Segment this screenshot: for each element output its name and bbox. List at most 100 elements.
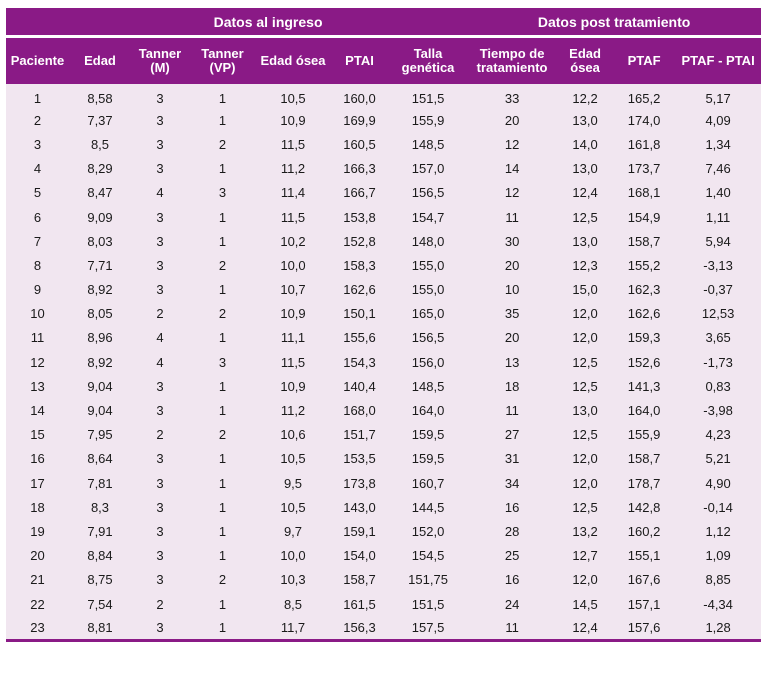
cell-talla-genetica: 164,0 (389, 398, 468, 423)
cell-edad-osea: 11,4 (256, 180, 330, 205)
cell-ptaf: 155,9 (613, 422, 676, 447)
cell-tiempo-tratamiento: 25 (467, 543, 558, 568)
cell-ptai: 154,0 (330, 543, 389, 568)
table-row: 3 8,5 3 2 11,5 160,5 148,5 12 14,0 161,8 1,34 (6, 132, 762, 157)
cell-tiempo-tratamiento: 34 (467, 471, 558, 496)
cell-ptaf-minus-ptai: 7,46 (675, 156, 762, 181)
table-body: 1 8,58 3 1 10,5 160,0 151,5 33 12,2 165,2 5,17 2 7,3… (6, 84, 762, 642)
cell-ptaf-minus-ptai: 5,17 (675, 84, 762, 109)
cell-ptai: 173,8 (330, 471, 389, 496)
group-header-post: Datos post tratamiento (467, 8, 762, 37)
cell-ptaf-minus-ptai: 3,65 (675, 325, 762, 351)
cell-tiempo-tratamiento: 11 (467, 204, 558, 230)
cell-edad-osea: 10,6 (256, 422, 330, 447)
cell-edad: 8,3 (69, 495, 131, 520)
cell-edad-osea-post: 13,2 (557, 519, 614, 544)
cell-ptaf-minus-ptai: 4,09 (675, 108, 762, 133)
cell-ptai: 161,5 (330, 591, 389, 617)
cell-edad-osea-post: 12,2 (557, 84, 614, 109)
table-row: 22 7,54 2 1 8,5 161,5 151,5 24 14,5 157,1 -4,34 (6, 591, 762, 617)
cell-tanner-vp: 1 (189, 519, 256, 544)
cell-ptaf-minus-ptai: 5,21 (675, 446, 762, 471)
cell-edad: 8,29 (69, 156, 131, 181)
cell-ptaf: 178,7 (613, 471, 676, 496)
cell-ptai: 158,7 (330, 567, 389, 592)
cell-tanner-vp: 3 (189, 350, 256, 375)
cell-tanner-m: 3 (131, 277, 189, 302)
cell-ptai: 154,3 (330, 350, 389, 375)
cell-ptaf-minus-ptai: 1,11 (675, 204, 762, 230)
cell-ptaf: 168,1 (613, 180, 676, 205)
cell-tanner-vp: 1 (189, 543, 256, 568)
cell-talla-genetica: 156,5 (389, 180, 468, 205)
cell-tanner-m: 4 (131, 325, 189, 351)
cell-edad-osea: 11,5 (256, 132, 330, 157)
cell-talla-genetica: 157,5 (389, 616, 468, 642)
cell-edad: 8,47 (69, 180, 131, 205)
cell-paciente: 13 (6, 374, 69, 399)
cell-edad: 8,92 (69, 277, 131, 302)
cell-talla-genetica: 165,0 (389, 301, 468, 326)
cell-ptai: 151,7 (330, 422, 389, 447)
cell-tiempo-tratamiento: 33 (467, 84, 558, 109)
cell-ptai: 162,6 (330, 277, 389, 302)
cell-talla-genetica: 148,0 (389, 229, 468, 254)
cell-ptaf: 155,2 (613, 253, 676, 278)
cell-tiempo-tratamiento: 18 (467, 374, 558, 399)
cell-ptai: 153,8 (330, 204, 389, 230)
cell-ptaf-minus-ptai: 4,23 (675, 422, 762, 447)
cell-tanner-m: 3 (131, 374, 189, 399)
cell-tanner-vp: 1 (189, 374, 256, 399)
cell-ptai: 155,6 (330, 325, 389, 351)
cell-paciente: 16 (6, 446, 69, 471)
cell-talla-genetica: 155,9 (389, 108, 468, 133)
cell-ptai: 159,1 (330, 519, 389, 544)
cell-ptaf: 142,8 (613, 495, 676, 520)
cell-tiempo-tratamiento: 20 (467, 108, 558, 133)
cell-edad-osea: 9,7 (256, 519, 330, 544)
cell-tanner-vp: 1 (189, 108, 256, 133)
cell-ptaf-minus-ptai: -3,13 (675, 253, 762, 278)
cell-tiempo-tratamiento: 12 (467, 180, 558, 205)
cell-tanner-vp: 1 (189, 398, 256, 423)
cell-ptaf: 161,8 (613, 132, 676, 157)
cell-paciente: 8 (6, 253, 69, 278)
cell-edad: 9,09 (69, 204, 131, 230)
cell-edad-osea: 10,0 (256, 543, 330, 568)
col-header-tanner-m: Tanner (M) (131, 35, 189, 84)
cell-edad-osea-post: 12,4 (557, 616, 614, 642)
col-header-talla-genetica: Talla genética (389, 35, 468, 84)
cell-paciente: 20 (6, 543, 69, 568)
cell-tanner-vp: 3 (189, 180, 256, 205)
cell-tanner-vp: 1 (189, 84, 256, 109)
cell-ptai: 169,9 (330, 108, 389, 133)
cell-talla-genetica: 151,75 (389, 567, 468, 592)
table-row: 15 7,95 2 2 10,6 151,7 159,5 27 12,5 155,9 4,23 (6, 422, 762, 447)
cell-tiempo-tratamiento: 20 (467, 325, 558, 351)
cell-ptaf-minus-ptai: -0,14 (675, 495, 762, 520)
cell-tanner-vp: 1 (189, 204, 256, 230)
cell-tanner-m: 3 (131, 446, 189, 471)
cell-tanner-m: 3 (131, 156, 189, 181)
col-header-tiempo-tratamiento: Tiempo de tratamiento (467, 35, 558, 84)
cell-edad-osea: 11,2 (256, 398, 330, 423)
cell-tanner-m: 3 (131, 84, 189, 109)
cell-ptai: 152,8 (330, 229, 389, 254)
col-header-paciente: Paciente (6, 35, 69, 84)
cell-edad-osea: 11,5 (256, 204, 330, 230)
cell-tanner-m: 2 (131, 591, 189, 617)
cell-edad-osea-post: 12,0 (557, 325, 614, 351)
table-row: 7 8,03 3 1 10,2 152,8 148,0 30 13,0 158,7 5,94 (6, 229, 762, 254)
cell-tiempo-tratamiento: 28 (467, 519, 558, 544)
cell-tanner-vp: 1 (189, 446, 256, 471)
cell-ptaf: 141,3 (613, 374, 676, 399)
cell-paciente: 23 (6, 616, 69, 642)
cell-ptaf: 152,6 (613, 350, 676, 375)
cell-ptai: 158,3 (330, 253, 389, 278)
cell-talla-genetica: 155,0 (389, 277, 468, 302)
cell-paciente: 15 (6, 422, 69, 447)
cell-paciente: 5 (6, 180, 69, 205)
cell-paciente: 10 (6, 301, 69, 326)
cell-talla-genetica: 148,5 (389, 374, 468, 399)
cell-ptaf: 155,1 (613, 543, 676, 568)
